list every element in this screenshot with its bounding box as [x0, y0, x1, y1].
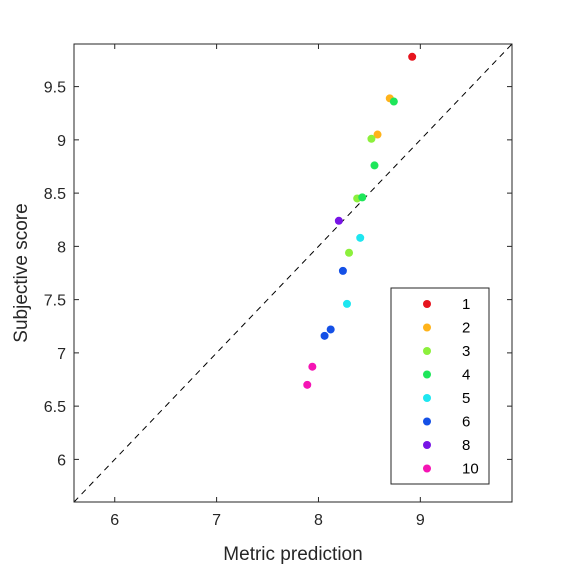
y-tick-label: 7: [57, 346, 66, 363]
x-tick-label: 8: [314, 512, 323, 529]
legend-label-6: 6: [462, 414, 470, 431]
legend-box: [390, 287, 490, 485]
x-tick-label: 9: [416, 512, 425, 529]
x-axis-label: Metric prediction: [223, 544, 362, 565]
legend: 1 2 3 4 5 6 8 10: [390, 287, 490, 485]
data-point-series-6: [320, 331, 329, 340]
legend-label-5: 5: [462, 390, 470, 407]
data-point-series-8: [334, 216, 343, 225]
legend-marker-8: [423, 441, 431, 449]
data-point-series-2: [373, 130, 382, 139]
legend-marker-3: [423, 347, 431, 355]
legend-label-10: 10: [462, 461, 479, 478]
legend-marker-1: [423, 300, 431, 308]
data-point-series-4: [370, 161, 379, 170]
data-point-series-4: [389, 97, 398, 106]
legend-marker-5: [423, 394, 431, 402]
x-tick-label: 6: [110, 512, 119, 529]
legend-label-3: 3: [462, 343, 470, 360]
y-tick-label: 6: [57, 452, 66, 469]
legend-marker-2: [423, 323, 431, 332]
data-point-series-6: [326, 325, 335, 334]
data-point-series-4: [358, 193, 367, 202]
legend-marker-10: [423, 464, 431, 473]
y-axis-label: Subjective score: [11, 203, 32, 342]
legend-marker-4: [423, 370, 431, 379]
data-point-series-1: [408, 52, 417, 61]
y-tick-label: 8: [57, 239, 66, 256]
x-tick-label: 7: [212, 512, 221, 529]
data-point-series-5: [356, 233, 365, 242]
y-tick-label: 7.5: [44, 293, 66, 310]
legend-label-8: 8: [462, 437, 470, 454]
legend-marker-6: [423, 417, 431, 426]
data-point-series-5: [342, 299, 351, 308]
legend-label-4: 4: [462, 367, 470, 384]
y-tick-label: 8.5: [44, 186, 66, 203]
axis-ticks: 6 7 8 9 6 6.5 7 7.5 8 8.5 9 9.5: [44, 44, 512, 529]
data-point-series-3: [367, 134, 376, 143]
y-tick-label: 6.5: [44, 399, 66, 416]
plot-frame: [73, 43, 513, 503]
y-tick-label: 9.5: [44, 80, 66, 97]
legend-label-2: 2: [462, 320, 470, 337]
reference-line: [73, 43, 513, 503]
legend-label-1: 1: [462, 296, 470, 313]
data-points: [303, 52, 417, 389]
data-point-series-6: [338, 266, 347, 275]
data-point-series-10: [308, 362, 317, 371]
y-tick-label: 9: [57, 133, 66, 150]
data-point-series-3: [345, 248, 354, 257]
data-point-series-10: [303, 380, 312, 389]
